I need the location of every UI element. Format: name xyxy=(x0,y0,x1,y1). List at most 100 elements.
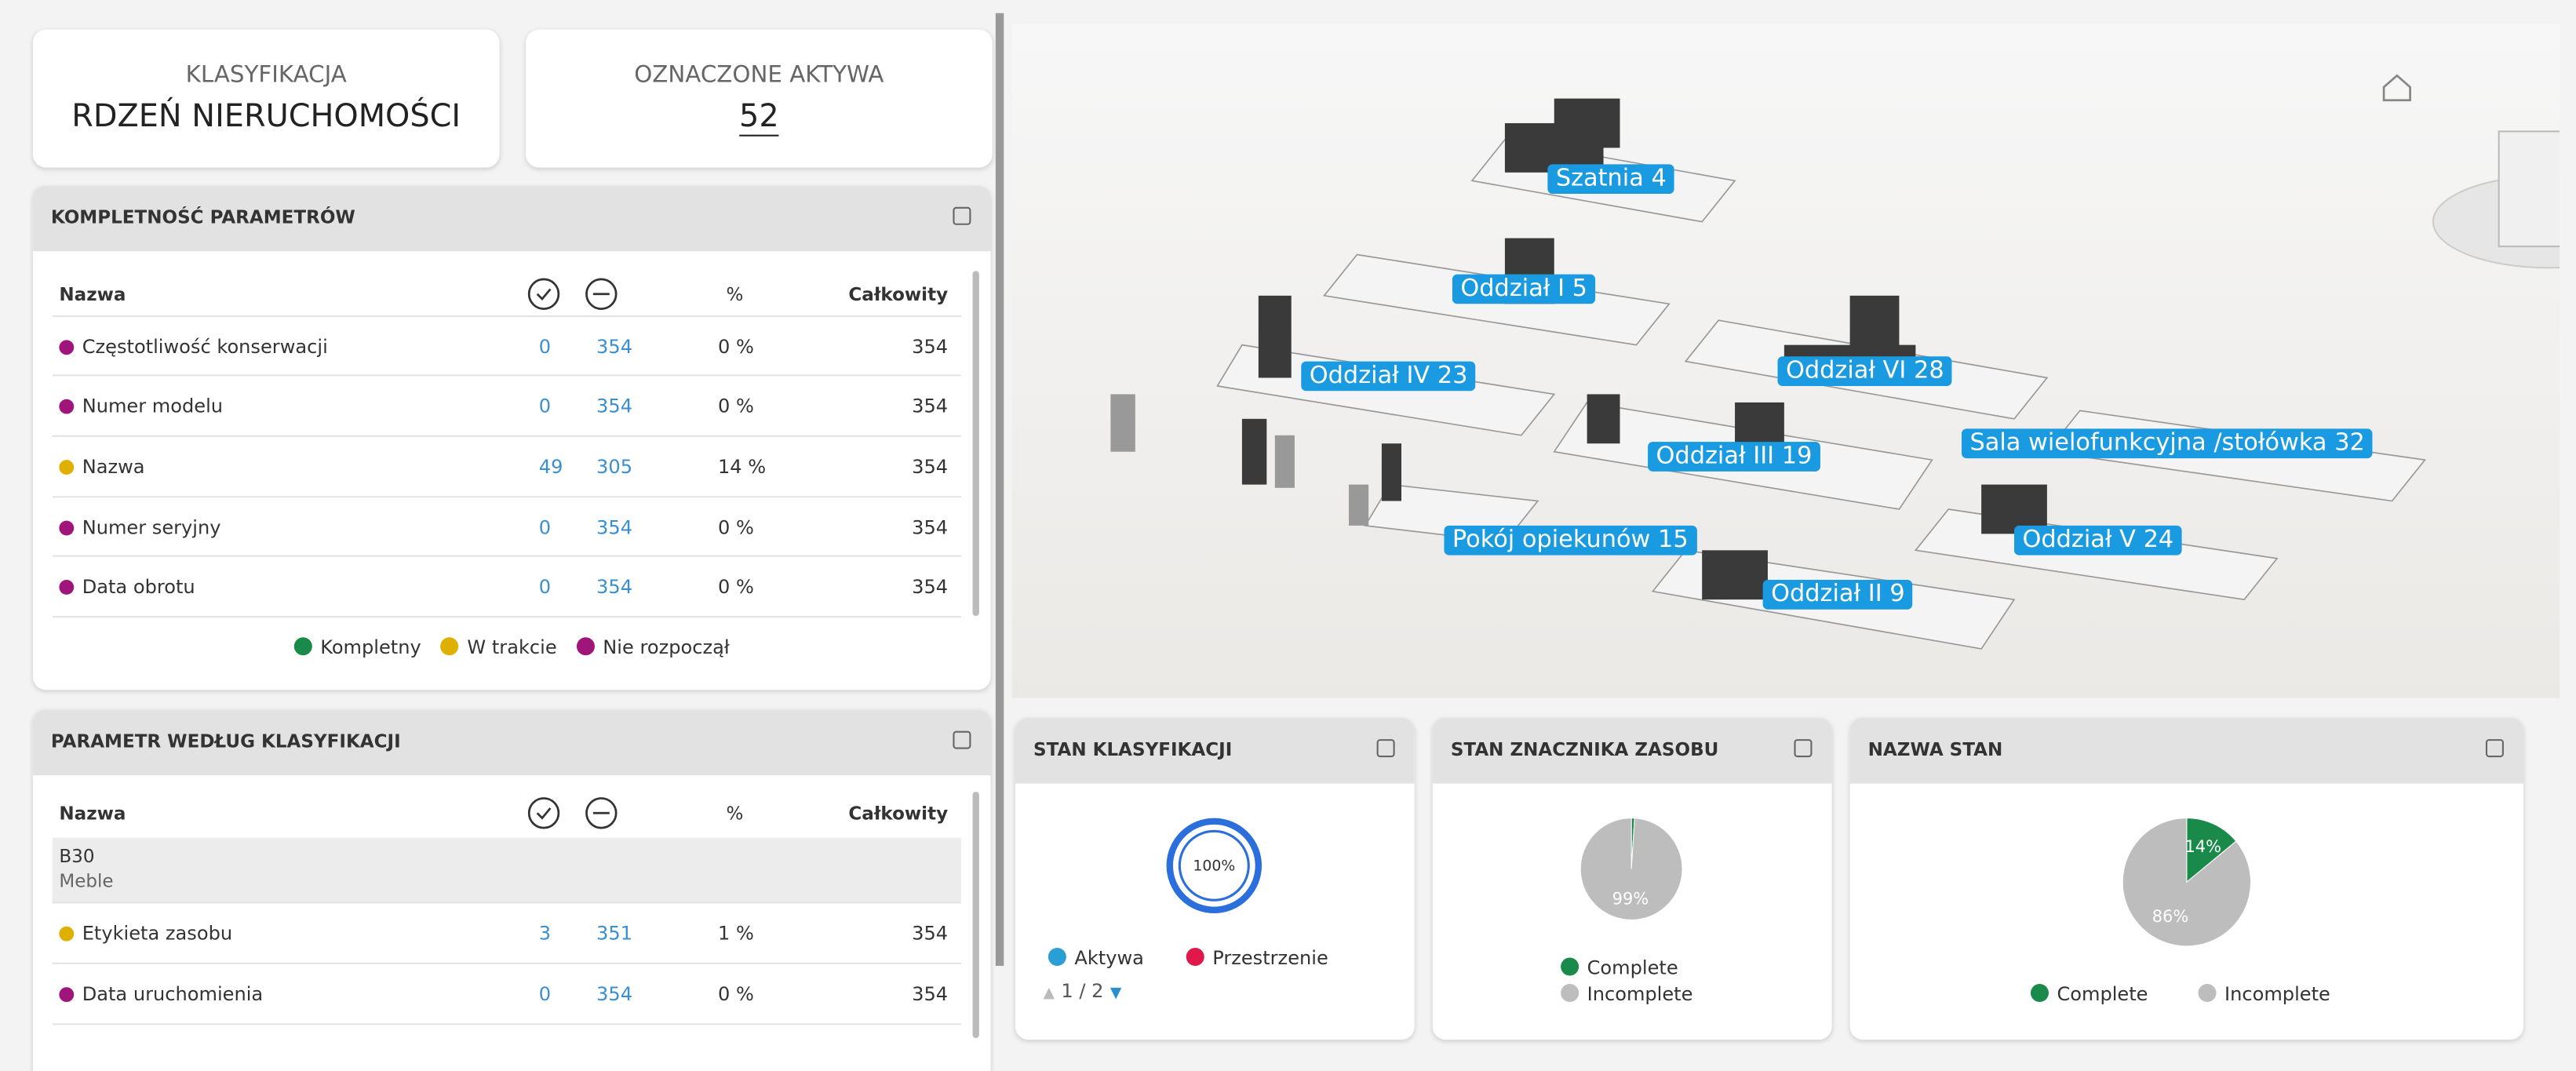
pager[interactable]: ▲ 1 / 2 ▼ xyxy=(1044,979,1122,1002)
total: 354 xyxy=(912,454,949,479)
scrollbar[interactable] xyxy=(972,792,979,1039)
legend-item[interactable]: Aktywa xyxy=(1048,946,1144,969)
legend-label: Incomplete xyxy=(1587,982,1693,1006)
row-separator xyxy=(53,374,961,377)
expand-icon[interactable] xyxy=(953,730,971,749)
incomplete-count[interactable]: 354 xyxy=(596,335,633,359)
group-name: Meble xyxy=(59,870,114,892)
percent: 0 % xyxy=(717,394,754,417)
card-label: OZNACZONE AKTYWA xyxy=(634,62,884,89)
room-label[interactable]: Oddział III 19 xyxy=(1648,442,1820,472)
column-header: Całkowity xyxy=(848,803,949,825)
incomplete-count[interactable]: 354 xyxy=(596,982,633,1006)
slice-label: 99% xyxy=(1612,890,1649,909)
complete-count[interactable]: 0 xyxy=(538,515,552,539)
group-code: B30 xyxy=(59,846,95,868)
total: 354 xyxy=(912,394,949,417)
status-dot xyxy=(59,987,75,1003)
legend-label: Complete xyxy=(2057,982,2148,1006)
incomplete-count[interactable]: 354 xyxy=(596,515,633,539)
chart: 99% xyxy=(1579,818,1683,920)
legend-dot xyxy=(1186,947,1204,966)
pie-slice[interactable] xyxy=(2186,818,2237,883)
card-label: KLASYFIKACJA xyxy=(185,62,347,89)
legend-item[interactable]: Complete xyxy=(2030,982,2148,1006)
room-label[interactable]: Sala wielofunkcyjna /stołówka 32 xyxy=(1961,428,2374,459)
complete-count[interactable]: 0 xyxy=(538,394,552,417)
complete-count[interactable]: 49 xyxy=(538,454,563,479)
row-name-text: Data obrotu xyxy=(82,574,195,599)
legend-dot xyxy=(2198,984,2217,1003)
row-name-text: Częstotliwość konserwacji xyxy=(82,335,328,359)
row-name[interactable]: Numer modelu xyxy=(59,394,223,417)
legend-item[interactable]: Przestrzenie xyxy=(1186,946,1328,969)
pie-slice[interactable] xyxy=(1579,818,1683,920)
complete-icon xyxy=(527,797,560,829)
name-status-card: NAZWA STAN 14% 86% Complete Incomplete xyxy=(1849,717,2524,1040)
complete-count[interactable]: 0 xyxy=(538,574,552,599)
pager-next: ▼ xyxy=(1109,985,1122,1003)
incomplete-count[interactable]: 351 xyxy=(596,921,633,945)
complete-count[interactable]: 0 xyxy=(538,335,552,359)
legend-item[interactable]: Incomplete xyxy=(2198,982,2330,1005)
total: 354 xyxy=(912,574,949,599)
row-name[interactable]: Etykieta zasobu xyxy=(59,921,232,945)
card-value[interactable]: 52 xyxy=(739,98,779,137)
legend-dot xyxy=(440,637,459,656)
percent: 0 % xyxy=(717,574,754,599)
splitter[interactable] xyxy=(995,13,1004,966)
expand-icon[interactable] xyxy=(2485,739,2504,758)
column-header: % xyxy=(726,284,744,306)
pager-prev: ▲ xyxy=(1043,985,1055,1003)
group-row xyxy=(53,837,961,904)
room-label[interactable]: Oddział I 5 xyxy=(1452,274,1596,304)
complete-count[interactable]: 3 xyxy=(538,921,552,945)
expand-icon[interactable] xyxy=(953,206,971,225)
status-dot xyxy=(59,460,75,475)
legend-dot xyxy=(1561,984,1579,1003)
incomplete-count[interactable]: 305 xyxy=(596,454,633,479)
expand-icon[interactable] xyxy=(1376,739,1395,758)
legend-item[interactable]: Complete xyxy=(1561,956,1678,979)
row-name[interactable]: Data uruchomienia xyxy=(59,982,263,1005)
legend-dot xyxy=(576,637,595,656)
room-label[interactable]: Oddział IV 23 xyxy=(1301,361,1476,392)
room-label[interactable]: Oddział II 9 xyxy=(1762,580,1914,610)
room-label[interactable]: Szatnia 4 xyxy=(1547,164,1675,195)
legend-label: Aktywa xyxy=(1074,945,1144,970)
expand-icon[interactable] xyxy=(1794,739,1813,758)
scrollbar[interactable] xyxy=(972,271,979,617)
pie-slice[interactable] xyxy=(2122,818,2251,947)
panel-title: PARAMETR WEDŁUG KLASYFIKACJI xyxy=(32,709,991,776)
column-header: % xyxy=(726,803,744,825)
row-name[interactable]: Numer seryjny xyxy=(59,515,221,539)
legend-dot xyxy=(2030,984,2049,1003)
percent: 0 % xyxy=(717,515,754,539)
row-name-text: Nazwa xyxy=(82,454,145,479)
row-name-text: Numer seryjny xyxy=(82,515,221,539)
row-name[interactable]: Data obrotu xyxy=(59,575,195,598)
check xyxy=(536,807,552,820)
legend-dot xyxy=(293,637,312,656)
status-dot xyxy=(59,580,75,595)
row-separator xyxy=(53,315,961,318)
incomplete-count[interactable]: 354 xyxy=(596,574,633,599)
card-value: RDZEŃ NIERUCHOMOŚCI xyxy=(71,98,461,135)
room-label[interactable]: Oddział VI 28 xyxy=(1777,356,1953,386)
incomplete-count[interactable]: 354 xyxy=(596,394,633,417)
row-separator xyxy=(53,555,961,557)
row-name[interactable]: Nazwa xyxy=(59,454,145,479)
percent: 0 % xyxy=(717,335,754,359)
row-separator xyxy=(53,962,961,964)
legend-item[interactable]: Incomplete xyxy=(1561,982,1692,1005)
slice-label: 14% xyxy=(2184,837,2221,856)
panel-title: STAN KLASYFIKACJI xyxy=(1015,717,1415,784)
complete-count[interactable]: 0 xyxy=(538,982,552,1006)
model-viewer[interactable]: Szatnia 4 Oddział I 5 Oddział IV 23 Oddział… xyxy=(1011,24,2560,698)
room-label[interactable]: Oddział V 24 xyxy=(2013,525,2182,556)
chart: 14% 86% xyxy=(2122,818,2251,947)
complete-icon xyxy=(527,278,560,310)
room-label[interactable]: Pokój opiekunów 15 xyxy=(1444,525,1697,556)
tag-status-card: STAN ZNACZNIKA ZASOBU 99% Complete Incompl… xyxy=(1432,717,1832,1040)
row-name[interactable]: Częstotliwość konserwacji xyxy=(59,335,328,359)
